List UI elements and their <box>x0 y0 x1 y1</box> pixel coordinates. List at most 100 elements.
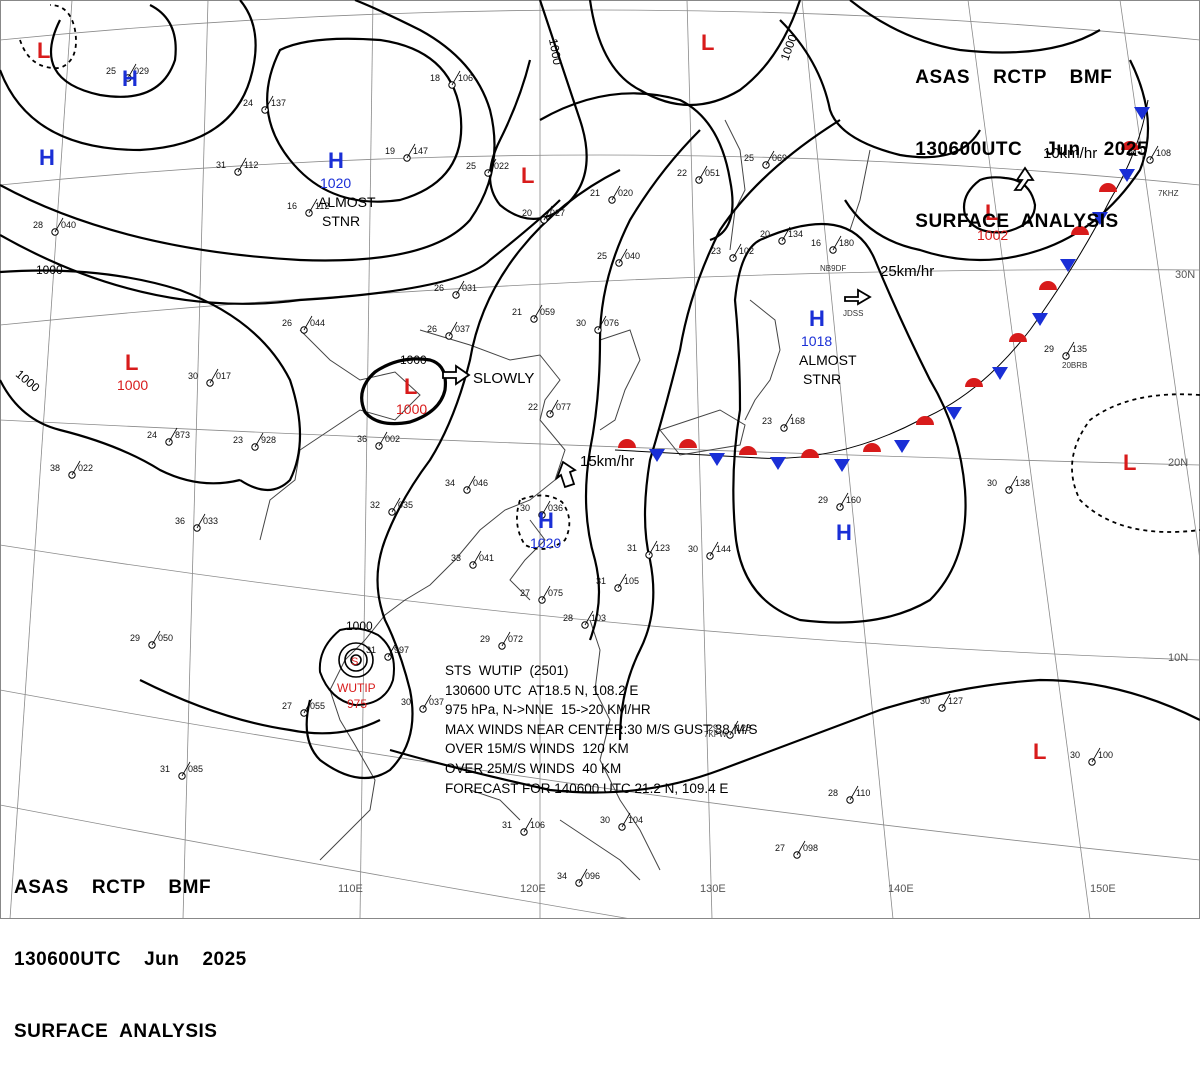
station-plot: 23 168 <box>762 413 805 432</box>
station-pressure: 076 <box>604 318 619 328</box>
station-code: NB9DF <box>820 264 846 273</box>
station-code: 7KHZ <box>1158 189 1179 198</box>
station-pressure: 017 <box>216 371 231 381</box>
cold-front-mark <box>834 459 850 472</box>
typhoon-info-line: 130600 UTC AT18.5 N, 108.2 E <box>445 682 639 698</box>
station-pressure: 180 <box>839 238 854 248</box>
station-pressure: 055 <box>310 701 325 711</box>
wind-barb-icon <box>378 431 388 447</box>
station-temperature: 25 <box>597 251 607 261</box>
wind-barb-icon <box>209 368 219 384</box>
station-plot: 30 104 <box>600 812 643 831</box>
wind-barb-icon <box>308 198 318 214</box>
station-plot: 36 033 <box>175 513 218 532</box>
station-temperature: 30 <box>520 503 530 513</box>
time-line: 130600UTC Jun 2025 <box>14 949 247 970</box>
wind-barb-icon <box>781 226 791 242</box>
lon-label: 140E <box>888 883 914 895</box>
station-plot: 25 029 <box>106 63 149 82</box>
system-pressure: 1020 <box>320 175 351 191</box>
station-temperature: 30 <box>987 478 997 488</box>
station-pressure: 096 <box>585 871 600 881</box>
system-pressure: 1000 <box>117 377 148 393</box>
typhoon-info-line: STS WUTIP (2501) <box>445 663 569 678</box>
station-temperature: 30 <box>401 697 411 707</box>
station-temperature: 19 <box>385 146 395 156</box>
station-temperature: 24 <box>243 98 253 108</box>
isobar-label: 1000 <box>36 263 63 277</box>
station-plot: 21 020 <box>590 185 633 204</box>
station-temperature: 34 <box>557 871 567 881</box>
station-plot: 32 035 <box>370 497 413 516</box>
station-plot: 22 051 <box>677 165 720 184</box>
wind-barb-icon <box>1065 341 1075 357</box>
station-plot: 16 180 <box>811 235 854 254</box>
low-pressure-center: L 1000 <box>396 374 427 417</box>
system-letter: H <box>122 66 138 91</box>
warm-front-mark <box>618 439 636 448</box>
station-plot: 26 037 <box>427 321 470 340</box>
station-temperature: 32 <box>370 500 380 510</box>
system-pressure: 1020 <box>530 535 561 551</box>
agency-line: ASAS RCTP BMF <box>915 67 1113 88</box>
graticule <box>0 0 1200 919</box>
station-temperature: 38 <box>50 463 60 473</box>
system-letter: H <box>328 148 344 173</box>
station-temperature: 25 <box>744 153 754 163</box>
station-pressure: 128 <box>736 723 751 733</box>
wind-barb-icon <box>71 460 81 476</box>
station-temperature: 31 <box>160 764 170 774</box>
station-pressure: 035 <box>398 500 413 510</box>
high-pressure-center: H <box>39 145 55 170</box>
system-letter: L <box>985 200 998 225</box>
station-pressure: 928 <box>261 435 276 445</box>
station-plot: 25 022 <box>466 158 509 177</box>
low-pressure-center: L <box>1033 739 1046 764</box>
wind-barb-icon <box>839 492 849 508</box>
station-plot: 24 873 <box>147 427 190 446</box>
station-pressure: 085 <box>188 764 203 774</box>
wind-barb-icon <box>127 63 137 79</box>
station-pressure: 072 <box>508 634 523 644</box>
low-pressure-center: L <box>521 163 534 188</box>
station-pressure: 069 <box>772 153 787 163</box>
warm-front-mark <box>1121 141 1139 150</box>
station-pressure: 059 <box>540 307 555 317</box>
stationary-front <box>614 99 1150 472</box>
station-temperature: 25 <box>466 161 476 171</box>
typhoon-info-line: OVER 15M/S WINDS 120 KM <box>445 741 629 757</box>
station-plots: 25 029 24 137 18 106 19 147 16 112 31 112 28 040 25 022… <box>33 63 1171 887</box>
movement-labels: 10km/hr 25km/hr SLOWLY 15km/hr <box>473 145 1097 470</box>
station-temperature: 30 <box>188 371 198 381</box>
station-temperature: 22 <box>677 168 687 178</box>
station-plot: 23 928 <box>233 432 276 451</box>
station-pressure: 077 <box>556 402 571 412</box>
station-plot: 30 076 <box>576 315 619 334</box>
station-pressure: 112 <box>315 201 329 211</box>
station-plot: 29 135 <box>1044 341 1087 360</box>
station-temperature: 30 <box>1070 750 1080 760</box>
station-pressure: 044 <box>310 318 325 328</box>
station-plot: 23 102 <box>711 243 754 262</box>
station-pressure: 075 <box>548 588 563 598</box>
movement-label: 25km/hr <box>880 263 934 280</box>
cold-front-mark <box>946 407 962 420</box>
wind-barb-icon <box>254 432 264 448</box>
station-temperature: 20 <box>522 208 532 218</box>
wind-barb-icon <box>783 413 793 429</box>
lon-label: 120E <box>520 883 546 895</box>
cold-front-mark <box>770 457 786 470</box>
graticule-labels: 110E 120E 130E 140E 150E 30N 20N 10N <box>338 269 1195 895</box>
station-plot: 22 077 <box>528 399 571 418</box>
warm-front-mark <box>1039 281 1057 290</box>
wind-barb-icon <box>541 585 551 601</box>
high-pressure-center: H <box>836 520 852 545</box>
wind-barb-icon <box>487 158 497 174</box>
typhoon-info-line: MAX WINDS NEAR CENTER:30 M/S GUST 38 M/S <box>445 721 758 737</box>
station-plot: 33 041 <box>451 550 494 569</box>
wind-barb-icon <box>451 70 461 86</box>
coastlines <box>259 119 871 881</box>
wind-barb-icon <box>648 540 658 556</box>
movement-label: 15km/hr <box>580 453 634 470</box>
station-codes: NB9DF JDSS 7KPW 20BRB 7KHZ <box>704 189 1179 739</box>
